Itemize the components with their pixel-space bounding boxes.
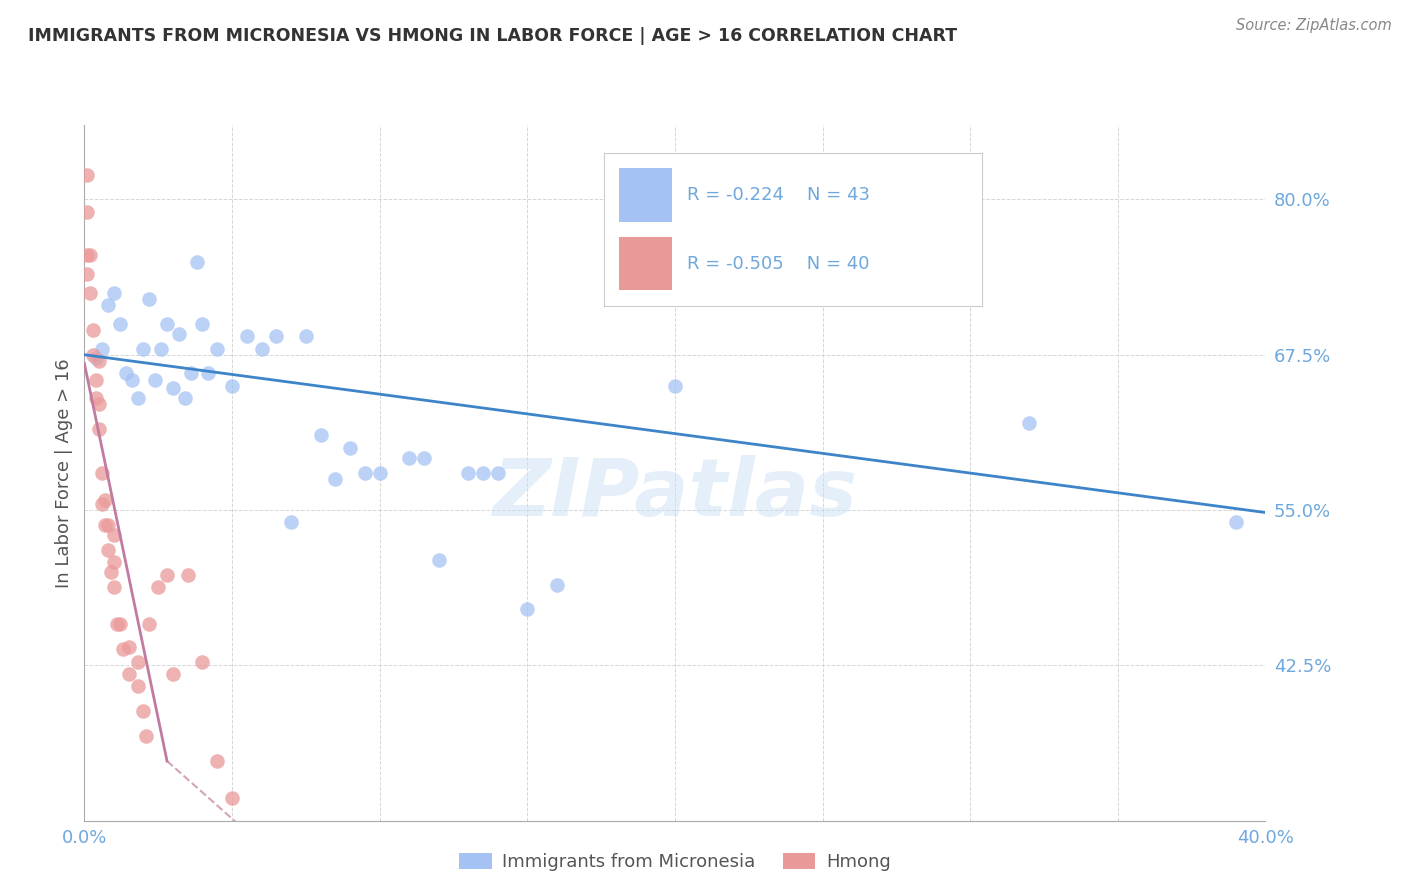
Point <box>354 466 377 480</box>
Point <box>138 292 160 306</box>
Point <box>516 602 538 616</box>
Point <box>127 680 149 694</box>
Point <box>177 567 200 582</box>
Point <box>205 754 228 768</box>
Point <box>191 317 214 331</box>
Point <box>108 317 131 331</box>
Point <box>221 378 243 392</box>
Point <box>427 552 450 567</box>
Point <box>105 617 128 632</box>
Point <box>398 450 420 465</box>
Point <box>664 378 686 392</box>
Point <box>162 667 184 681</box>
Point <box>309 428 332 442</box>
Point <box>84 391 107 405</box>
Point <box>486 466 509 480</box>
Point <box>156 317 179 331</box>
Point <box>368 466 391 480</box>
Point <box>186 254 208 268</box>
Point <box>197 367 219 381</box>
Point <box>148 580 170 594</box>
Point <box>79 248 101 262</box>
Point <box>118 667 141 681</box>
Point <box>94 493 117 508</box>
Text: Source: ZipAtlas.com: Source: ZipAtlas.com <box>1236 18 1392 33</box>
Point <box>108 617 131 632</box>
Point <box>103 285 125 300</box>
Point <box>250 342 273 356</box>
Point <box>191 655 214 669</box>
Point <box>79 285 101 300</box>
Point <box>132 342 155 356</box>
Point <box>76 205 98 219</box>
Point <box>150 342 173 356</box>
Point <box>323 472 347 486</box>
Point <box>264 329 288 343</box>
Point <box>91 466 114 480</box>
Point <box>94 517 117 532</box>
Point <box>91 342 114 356</box>
Point <box>82 323 104 337</box>
Point <box>114 367 136 381</box>
Point <box>1225 516 1247 530</box>
Point <box>97 517 120 532</box>
Text: IMMIGRANTS FROM MICRONESIA VS HMONG IN LABOR FORCE | AGE > 16 CORRELATION CHART: IMMIGRANTS FROM MICRONESIA VS HMONG IN L… <box>28 27 957 45</box>
Y-axis label: In Labor Force | Age > 16: In Labor Force | Age > 16 <box>55 358 73 588</box>
Point <box>76 168 98 182</box>
Point <box>127 391 149 405</box>
Point <box>84 351 107 366</box>
Point <box>132 704 155 718</box>
Point <box>103 528 125 542</box>
Point <box>1018 416 1040 430</box>
Point <box>221 791 243 805</box>
Point <box>111 642 134 657</box>
Point <box>143 373 166 387</box>
Point <box>87 422 111 436</box>
Point <box>457 466 479 480</box>
Point <box>103 580 125 594</box>
Point <box>97 298 120 312</box>
Point <box>127 655 149 669</box>
Text: ZIPatlas: ZIPatlas <box>492 455 858 533</box>
Point <box>156 567 179 582</box>
Legend: Immigrants from Micronesia, Hmong: Immigrants from Micronesia, Hmong <box>451 846 898 879</box>
Point <box>295 329 318 343</box>
Point <box>472 466 495 480</box>
Point <box>87 354 111 368</box>
Point <box>100 565 122 579</box>
Point <box>546 577 568 591</box>
Point <box>76 267 98 281</box>
Point <box>121 373 143 387</box>
Point <box>118 640 141 654</box>
Point <box>173 391 195 405</box>
Point <box>235 329 259 343</box>
Point <box>280 516 302 530</box>
Point <box>413 450 436 465</box>
Point <box>82 348 104 362</box>
Point <box>339 441 361 455</box>
Point <box>180 367 202 381</box>
Point <box>135 729 157 743</box>
Point <box>97 542 120 557</box>
Point <box>76 248 98 262</box>
Point <box>87 397 111 411</box>
Point <box>84 373 107 387</box>
Point <box>138 617 160 632</box>
Point <box>91 497 114 511</box>
Point <box>167 326 190 341</box>
Point <box>103 555 125 569</box>
Point <box>205 342 228 356</box>
Point <box>162 381 184 395</box>
